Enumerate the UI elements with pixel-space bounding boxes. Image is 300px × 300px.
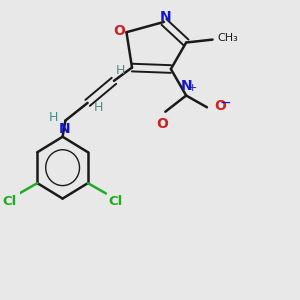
Text: H: H	[49, 111, 58, 124]
Text: O: O	[157, 117, 169, 131]
Text: O: O	[114, 24, 125, 38]
Text: Cl: Cl	[109, 195, 123, 208]
Text: +: +	[188, 83, 197, 93]
Text: N: N	[58, 122, 70, 136]
Text: H: H	[94, 101, 104, 114]
Text: O: O	[214, 99, 226, 113]
Text: CH₃: CH₃	[218, 33, 238, 43]
Text: −: −	[219, 96, 231, 110]
Text: N: N	[180, 79, 192, 93]
Text: N: N	[160, 10, 171, 24]
Text: H: H	[116, 64, 126, 77]
Text: Cl: Cl	[2, 195, 16, 208]
